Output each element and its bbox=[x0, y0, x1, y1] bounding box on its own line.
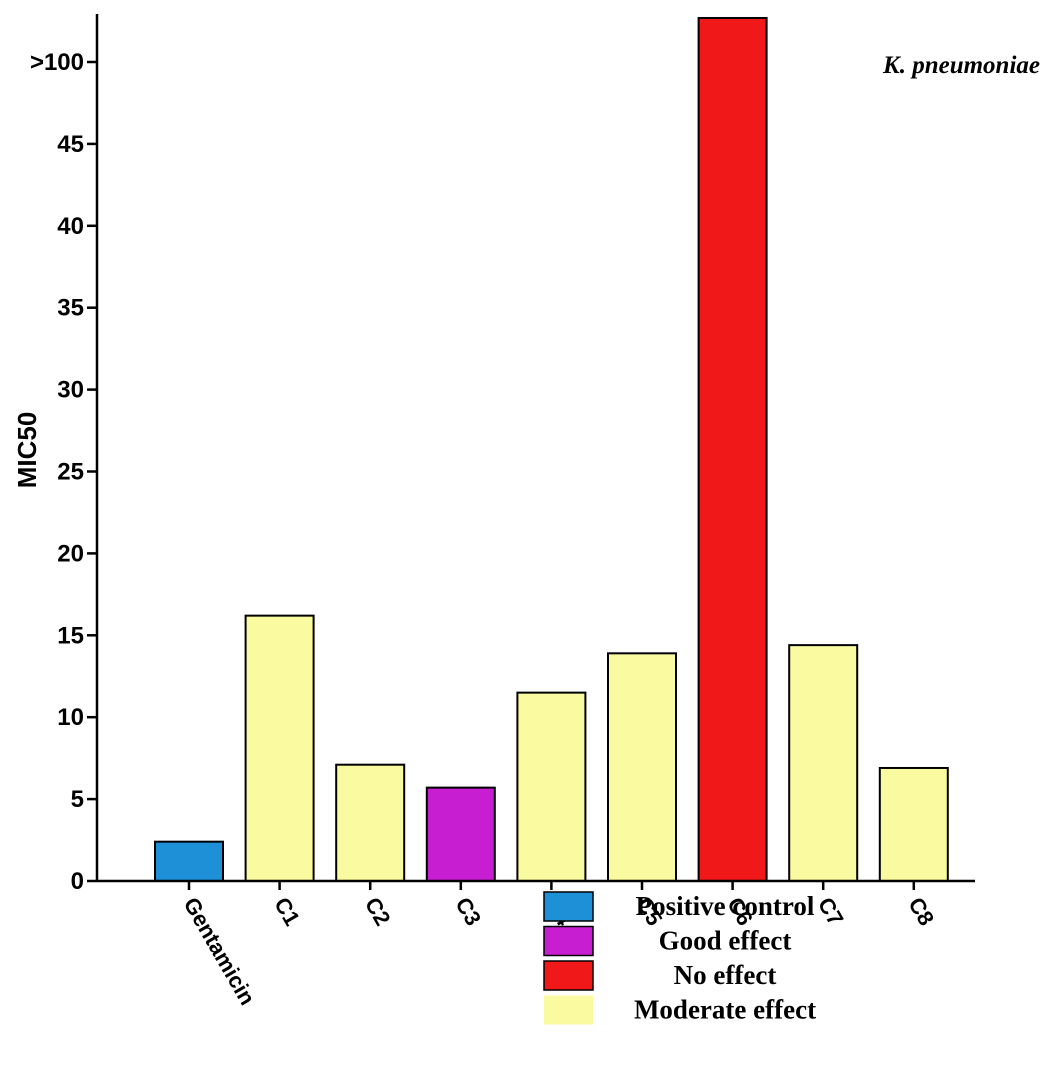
organism-annotation: K. pneumoniae bbox=[882, 52, 1040, 79]
legend: Positive control Good effect No effect Mode… bbox=[543, 891, 816, 1025]
bar-c8 bbox=[878, 766, 949, 883]
y-tick-label: 0 bbox=[71, 868, 84, 895]
x-tick-label: C2 bbox=[360, 893, 396, 930]
y-axis-title: MIC50 bbox=[12, 412, 42, 489]
y-tick-label: 35 bbox=[57, 295, 84, 322]
x-tick-label: C1 bbox=[269, 893, 305, 930]
y-tick-label: 15 bbox=[57, 622, 84, 649]
y-tick-label: 20 bbox=[57, 540, 84, 567]
x-axis: GentamicinC1C2C3C4C5C6C7C8 bbox=[97, 879, 975, 1009]
y-axis: 0 5 10 15 20 25 30 35 40 45 >100 bbox=[30, 14, 99, 895]
x-tick-label: C3 bbox=[450, 893, 486, 930]
y-tick-label: >100 bbox=[30, 49, 84, 76]
legend-swatch bbox=[543, 925, 594, 957]
legend-label: Positive control bbox=[636, 891, 815, 921]
legend-label: No effect bbox=[674, 960, 777, 990]
x-tick-label: C7 bbox=[813, 893, 849, 930]
bar-c6 bbox=[697, 17, 768, 882]
bar-c3 bbox=[425, 786, 496, 882]
y-tick-label: 5 bbox=[71, 786, 84, 813]
bars-group bbox=[154, 17, 949, 883]
x-tick-label: C8 bbox=[903, 893, 939, 930]
y-tick-label: 40 bbox=[57, 213, 84, 240]
bar-gentamicin bbox=[154, 840, 224, 882]
bar-c4 bbox=[516, 691, 587, 882]
x-tick-label: Gentamicin bbox=[179, 893, 261, 1009]
bar-c5 bbox=[607, 652, 677, 882]
y-tick-label: 45 bbox=[57, 131, 84, 158]
y-tick-label: 30 bbox=[57, 377, 84, 404]
legend-swatch bbox=[543, 960, 594, 991]
legend-swatch bbox=[544, 995, 593, 1025]
legend-label: Moderate effect bbox=[634, 995, 816, 1025]
bar-c1 bbox=[244, 614, 315, 882]
bar-c2 bbox=[335, 763, 406, 883]
bar-c7 bbox=[788, 644, 859, 882]
legend-swatch bbox=[543, 891, 594, 922]
legend-label: Good effect bbox=[659, 926, 792, 956]
y-tick-label: 10 bbox=[57, 704, 84, 731]
y-tick-label: 25 bbox=[57, 459, 84, 486]
